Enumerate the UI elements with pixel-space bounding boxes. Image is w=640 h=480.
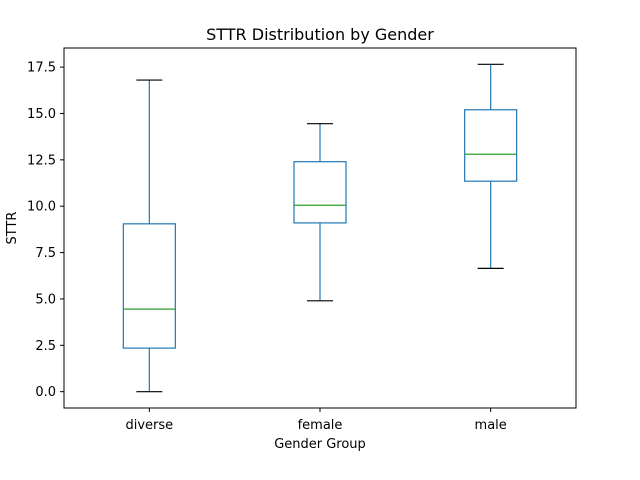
plot-area: 0.0 2.5 5.0 7.5 10.0 12.5 15.0 17.5 diverse femal… [27,61,518,433]
y-tick-label: 17.5 [27,61,56,76]
x-axis-label: Gender Group [274,437,366,452]
chart-title: STTR Distribution by Gender [206,25,434,44]
y-tick-label: 0.0 [35,385,56,400]
y-tick-label: 7.5 [35,246,56,261]
x-tick-label: female [298,418,343,433]
y-tick-label: 10.0 [27,200,56,215]
y-tick-label: 15.0 [27,107,56,122]
iqr-box [293,161,347,224]
y-tick-label: 2.5 [35,339,56,354]
x-tick-label: male [475,418,507,433]
y-tick-label: 5.0 [35,292,56,307]
x-tick-label: diverse [125,418,173,433]
y-tick-label: 12.5 [27,153,56,168]
iqr-box [122,223,176,349]
plot-frame [63,47,577,409]
y-axis-label: STTR [5,212,20,245]
iqr-box [464,109,518,182]
